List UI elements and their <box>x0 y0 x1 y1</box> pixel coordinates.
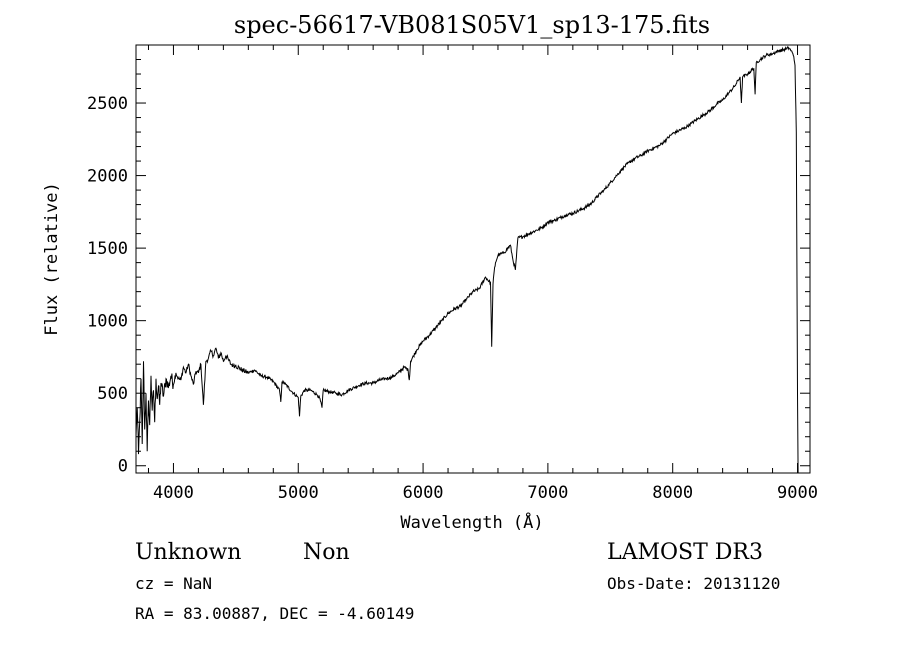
y-tick-label: 2000 <box>87 167 128 187</box>
y-tick-label: 2500 <box>87 94 128 114</box>
survey-label: LAMOST DR3 <box>607 540 763 565</box>
flux-spectrum-line <box>135 45 799 474</box>
y-tick-label: 1000 <box>87 312 128 332</box>
object-class: Unknown <box>135 540 241 565</box>
x-tick-label: 4000 <box>153 483 194 503</box>
y-axis-label: Flux (relative) <box>42 182 62 336</box>
x-tick-label: 8000 <box>652 483 693 503</box>
y-tick-label: 500 <box>97 384 128 404</box>
axis-ticks <box>136 44 810 473</box>
chart-title: spec-56617-VB081S05V1_sp13-175.fits <box>234 11 710 39</box>
redshift-label: cz = NaN <box>135 574 212 593</box>
coordinates-label: RA = 83.00887, DEC = -4.60149 <box>135 604 414 623</box>
object-subclass: Non <box>303 540 350 565</box>
plot-frame <box>135 44 811 474</box>
y-tick-label: 1500 <box>87 239 128 259</box>
x-tick-label: 6000 <box>403 483 444 503</box>
x-tick-label: 7000 <box>527 483 568 503</box>
y-tick-label: 0 <box>118 457 128 477</box>
x-tick-label: 5000 <box>278 483 319 503</box>
obs-date-label: Obs-Date: 20131120 <box>607 574 780 593</box>
y-tick-labels: 0 500 1000 1500 2000 2500 <box>87 94 128 477</box>
x-tick-labels: 4000 5000 6000 7000 8000 9000 <box>153 483 818 503</box>
x-tick-label: 9000 <box>777 483 818 503</box>
x-axis-label: Wavelength (Å) <box>400 511 543 533</box>
